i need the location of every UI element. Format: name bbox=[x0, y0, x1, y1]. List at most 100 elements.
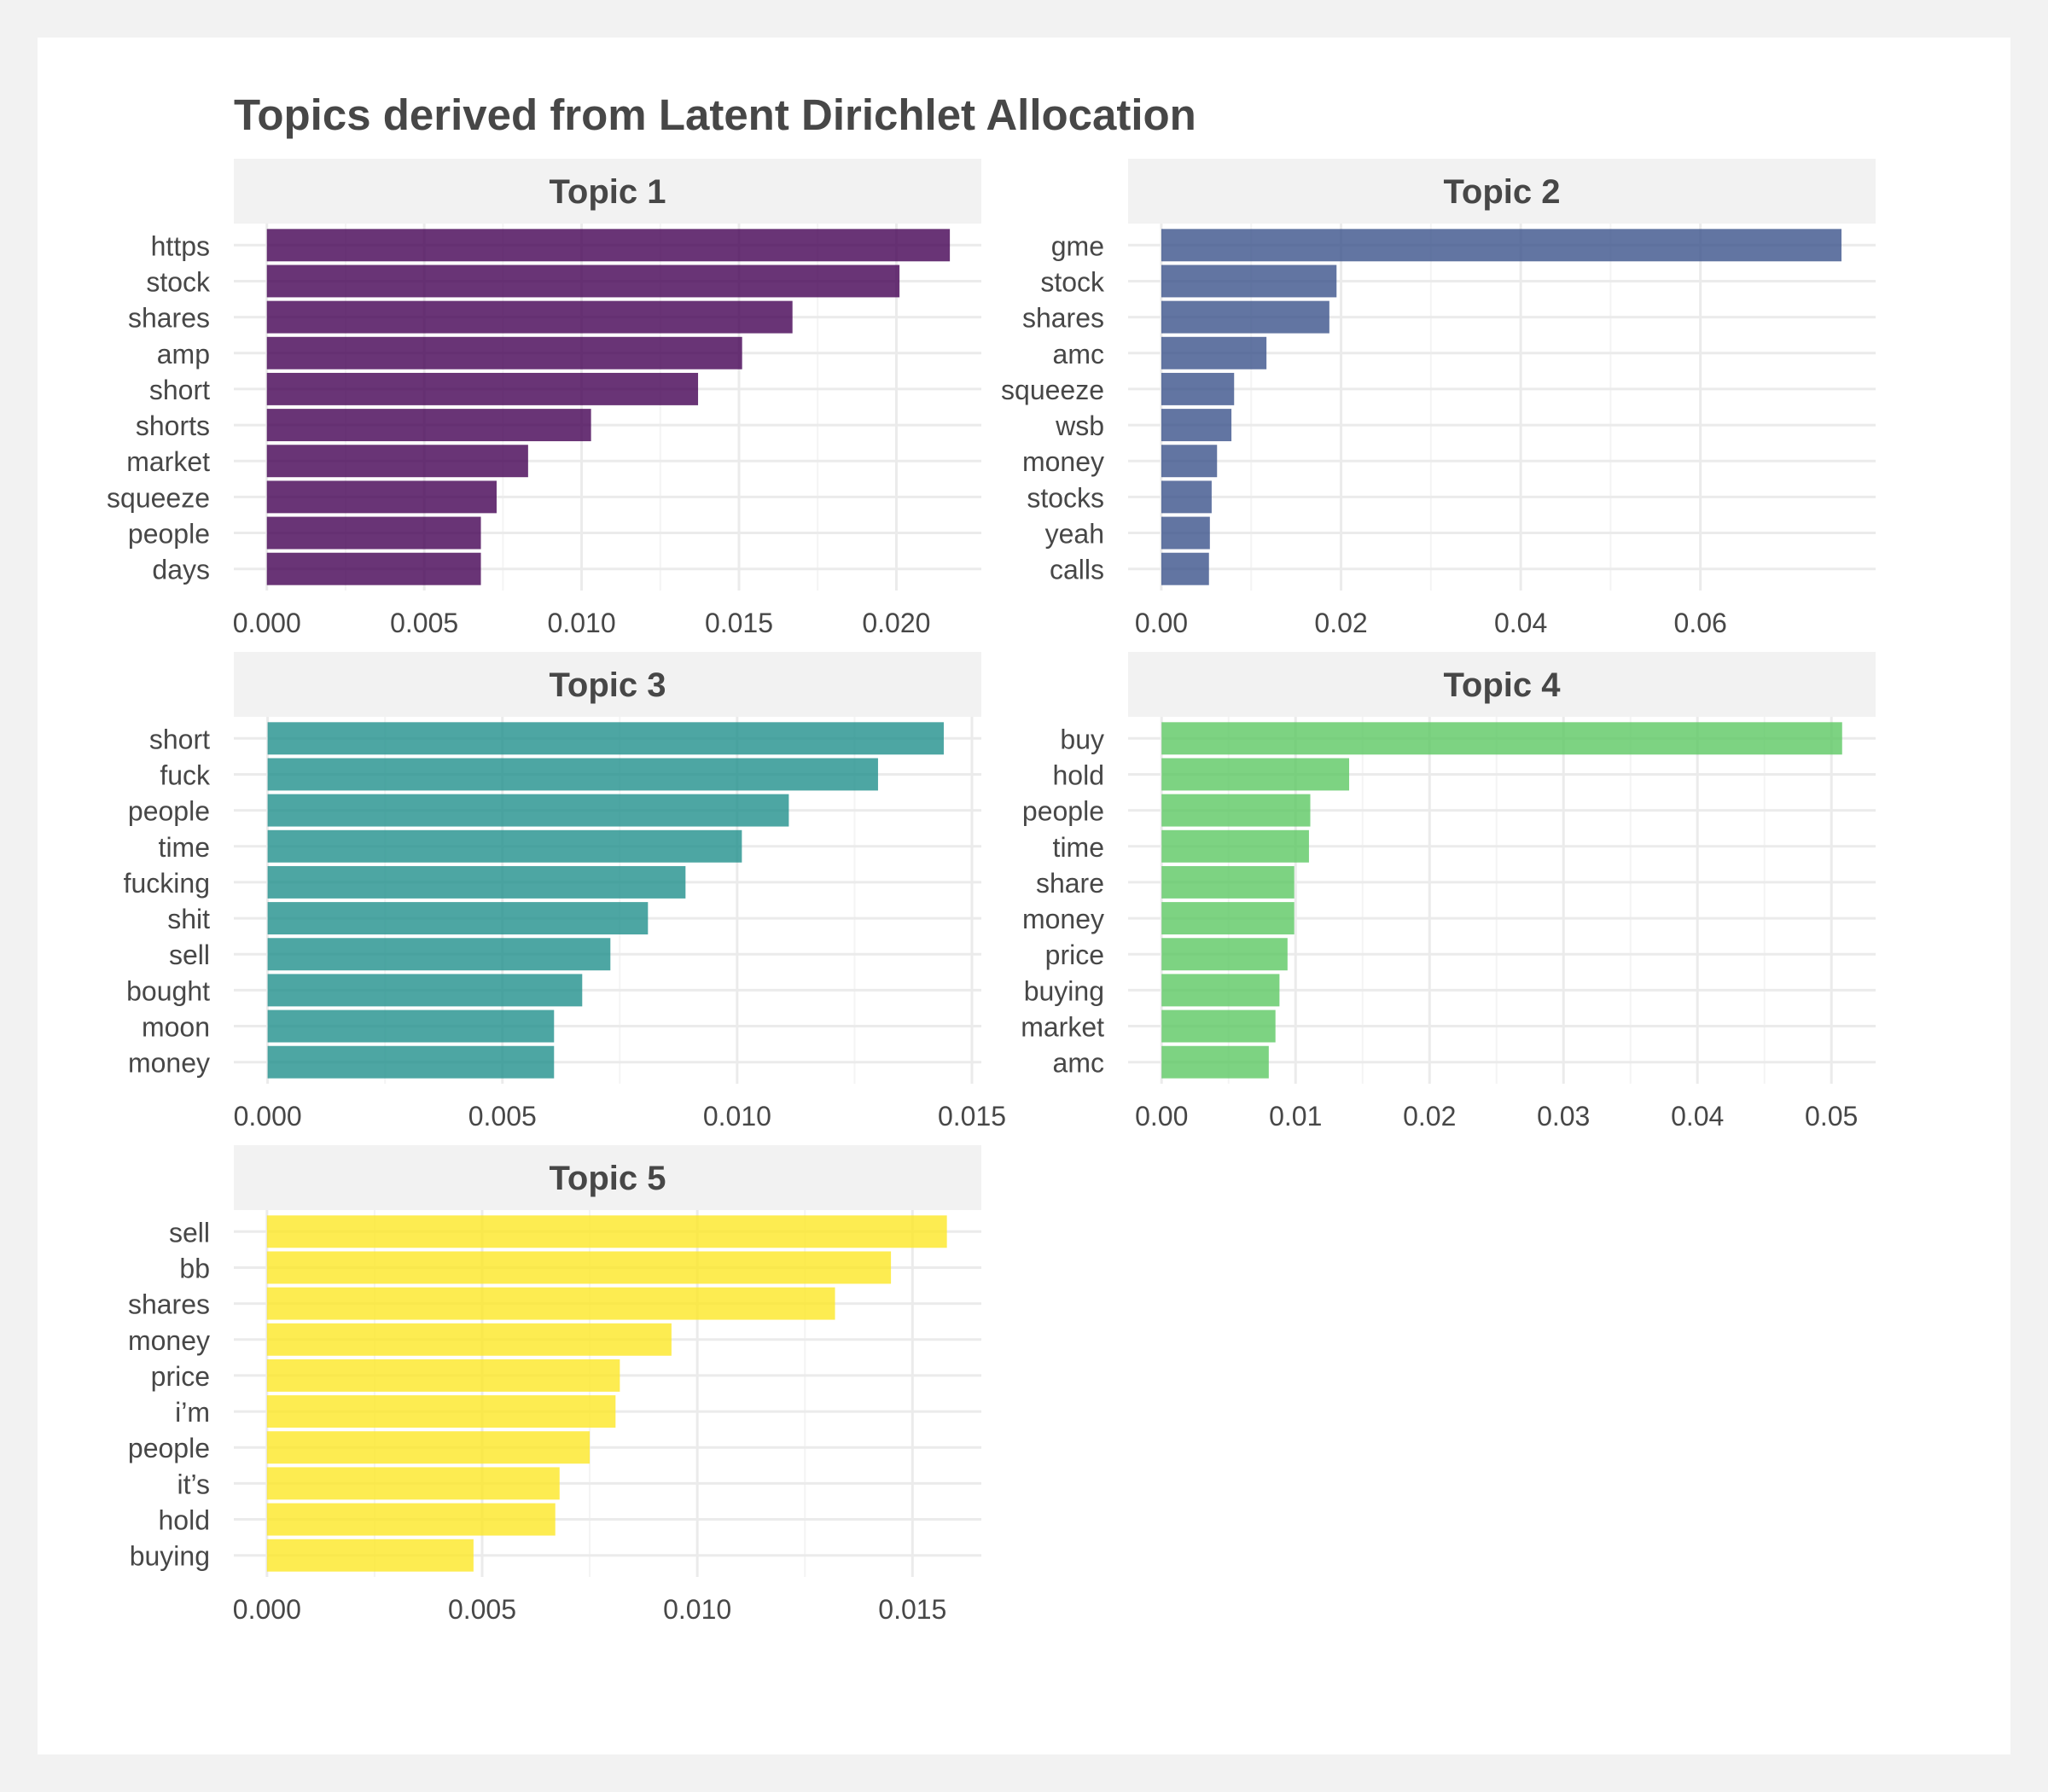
bar-people bbox=[266, 1431, 591, 1464]
category-label: i’m bbox=[175, 1397, 210, 1428]
bar-fuck bbox=[267, 758, 878, 791]
category-label: amc bbox=[1053, 1048, 1104, 1079]
chart-title: Topics derived from Latent Dirichlet All… bbox=[234, 90, 1196, 139]
topic-panel-1: Topic 1 https stock shares amp short shorts mar… bbox=[107, 159, 981, 638]
panel-title: Topic 5 bbox=[549, 1160, 666, 1197]
category-label: market bbox=[126, 446, 210, 477]
bar-price bbox=[266, 1359, 620, 1392]
category-label: market bbox=[1021, 1012, 1104, 1043]
category-label: time bbox=[1053, 832, 1104, 863]
category-label: moon bbox=[142, 1012, 210, 1043]
x-tick-label: 0.005 bbox=[448, 1594, 516, 1625]
x-tick-label: 0.015 bbox=[938, 1101, 1006, 1132]
topic-panel-5: Topic 5 sell bb shares money price i’m people it… bbox=[128, 1145, 981, 1625]
panel-strip bbox=[234, 159, 981, 224]
panel-title: Topic 1 bbox=[549, 173, 666, 211]
bar-im bbox=[266, 1395, 616, 1428]
x-tick-label: 0.02 bbox=[1314, 608, 1367, 638]
bar-wsb bbox=[1161, 409, 1232, 442]
category-label: share bbox=[1036, 868, 1104, 899]
x-tick-label: 0.06 bbox=[1674, 608, 1727, 638]
bar-time bbox=[267, 829, 742, 863]
category-label: amp bbox=[157, 339, 210, 369]
category-label: money bbox=[1022, 904, 1104, 934]
bar-shares bbox=[1161, 300, 1329, 334]
bar-bought bbox=[267, 974, 583, 1007]
category-label: wsb bbox=[1055, 410, 1104, 441]
category-label: yeah bbox=[1045, 519, 1104, 550]
x-tick-label: 0.00 bbox=[1135, 1101, 1188, 1132]
bar-people bbox=[1161, 794, 1311, 827]
category-label: people bbox=[1022, 796, 1104, 827]
bar-market bbox=[1161, 1009, 1276, 1043]
panel-strip bbox=[234, 1145, 981, 1210]
category-label: squeeze bbox=[1001, 375, 1104, 405]
panel-strip bbox=[234, 652, 981, 717]
bar-money bbox=[266, 1323, 672, 1356]
x-tick-label: 0.000 bbox=[234, 1101, 302, 1132]
category-label: bought bbox=[126, 975, 210, 1006]
category-label: stock bbox=[146, 266, 211, 297]
category-label: calls bbox=[1050, 555, 1104, 585]
panel-strip bbox=[1128, 652, 1876, 717]
bar-time bbox=[1161, 829, 1309, 863]
category-label: sell bbox=[169, 1217, 210, 1248]
bar-https bbox=[266, 229, 951, 262]
topic-panel-3: Topic 3 short fuck people time fucking shit sel… bbox=[124, 652, 1006, 1132]
x-tick-label: 0.03 bbox=[1537, 1101, 1590, 1132]
x-tick-label: 0.000 bbox=[233, 1594, 301, 1625]
bar-amc bbox=[1161, 336, 1267, 369]
category-label: price bbox=[1045, 940, 1104, 970]
category-label: people bbox=[128, 519, 210, 550]
lda-topics-chart: Topics derived from Latent Dirichlet All… bbox=[107, 90, 1876, 1625]
category-label: buying bbox=[1024, 975, 1104, 1006]
x-tick-label: 0.000 bbox=[233, 608, 301, 638]
category-label: https bbox=[151, 230, 210, 261]
bar-shit bbox=[267, 902, 649, 935]
bar-yeah bbox=[1161, 516, 1210, 550]
x-tick-label: 0.01 bbox=[1269, 1101, 1322, 1132]
category-label: price bbox=[151, 1361, 210, 1392]
bar-price bbox=[1161, 938, 1288, 971]
category-label: squeeze bbox=[107, 482, 210, 513]
x-tick-label: 0.010 bbox=[663, 1594, 731, 1625]
panel-title: Topic 4 bbox=[1443, 666, 1561, 704]
category-label: money bbox=[1022, 446, 1104, 477]
category-label: gme bbox=[1051, 230, 1104, 261]
bar-short bbox=[267, 722, 944, 755]
bar-calls bbox=[1161, 552, 1209, 585]
x-tick-label: 0.00 bbox=[1135, 608, 1188, 638]
category-label: shorts bbox=[136, 410, 210, 441]
x-tick-label: 0.02 bbox=[1403, 1101, 1456, 1132]
topic-panel-4: Topic 4 buy hold people time share money price b… bbox=[1021, 652, 1876, 1132]
category-label: buying bbox=[130, 1541, 210, 1572]
category-label: fuck bbox=[160, 759, 211, 790]
bar-buying bbox=[266, 1539, 474, 1572]
category-label: bb bbox=[179, 1253, 210, 1283]
bar-buy bbox=[1161, 722, 1842, 755]
bar-short bbox=[266, 372, 699, 405]
x-tick-label: 0.010 bbox=[703, 1101, 771, 1132]
bar-shares bbox=[266, 1287, 835, 1320]
category-label: time bbox=[159, 832, 210, 863]
category-label: hold bbox=[1053, 759, 1105, 790]
x-tick-label: 0.015 bbox=[878, 1594, 946, 1625]
bar-days bbox=[266, 552, 481, 585]
bar-money bbox=[1161, 902, 1295, 935]
panel-strip bbox=[1128, 159, 1876, 224]
bar-money bbox=[1161, 445, 1218, 478]
category-label: stocks bbox=[1027, 482, 1104, 513]
bar-fucking bbox=[267, 865, 686, 899]
bar-people bbox=[266, 516, 481, 550]
category-label: money bbox=[128, 1325, 210, 1356]
category-label: buy bbox=[1060, 724, 1104, 754]
bar-gme bbox=[1161, 229, 1841, 262]
bar-buying bbox=[1161, 974, 1280, 1007]
bar-amp bbox=[266, 336, 742, 369]
bar-sell bbox=[266, 1215, 947, 1248]
category-label: shit bbox=[167, 904, 210, 934]
bar-people bbox=[267, 794, 789, 827]
category-label: money bbox=[128, 1048, 210, 1079]
category-label: stock bbox=[1040, 266, 1105, 297]
bar-bb bbox=[266, 1251, 892, 1284]
